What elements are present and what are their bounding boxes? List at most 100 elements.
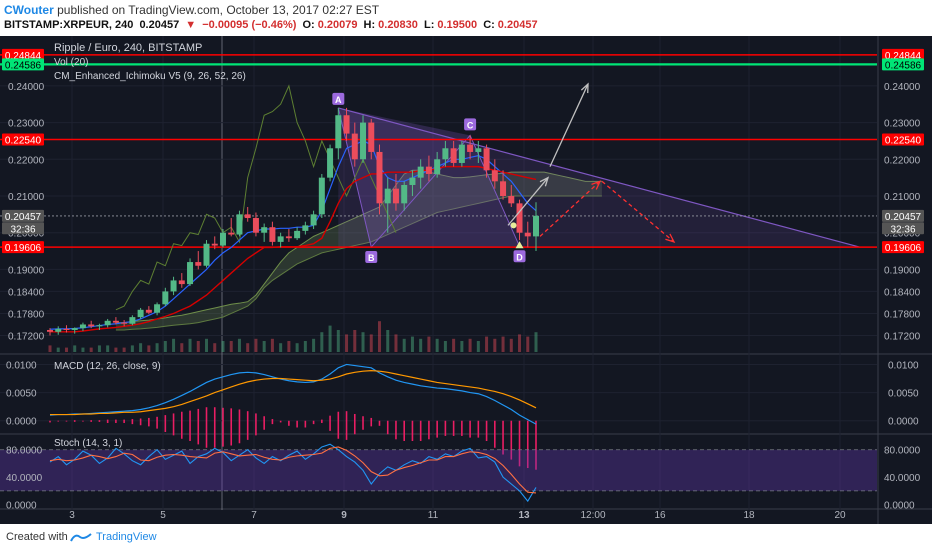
- macd-histogram-bar: [494, 420, 496, 448]
- left-price-label-box: [2, 222, 44, 235]
- candle: [137, 307, 144, 319]
- created-with-text: Created with: [6, 531, 68, 543]
- macd-histogram-bar: [222, 407, 224, 447]
- left-y-tick-label: 0.24000: [8, 82, 45, 93]
- candle-body: [310, 214, 317, 226]
- close-label: C:: [483, 19, 495, 31]
- macd-histogram-bar: [411, 420, 414, 442]
- candle: [71, 327, 78, 334]
- volume-bar: [64, 347, 68, 352]
- candle-body: [467, 144, 474, 152]
- chart-svg[interactable]: A B C D 0.24000 0.24000 0.23000 0.23000 0.22000…: [0, 36, 932, 524]
- volume-bar: [526, 336, 530, 352]
- macd-histogram-bar: [180, 411, 183, 439]
- stoch-left-tick: 40.0000: [6, 473, 43, 484]
- x-tick-label: 20: [834, 510, 846, 521]
- right-price-label: 0.24844: [885, 51, 922, 62]
- stoch-left-tick: 80.0000: [6, 446, 43, 457]
- candle: [244, 207, 251, 222]
- candle: [467, 135, 474, 160]
- macd-histogram-bar: [246, 411, 249, 440]
- left-price-label: 0.22540: [5, 135, 42, 146]
- candle-body: [425, 166, 432, 174]
- candle-body: [516, 203, 523, 233]
- left-price-label: 0.20457: [5, 212, 42, 223]
- candle: [302, 221, 309, 235]
- volume-bar: [419, 338, 423, 352]
- volume-bar: [188, 338, 192, 352]
- candle-body: [508, 196, 515, 204]
- down-arrow-icon: ▼: [185, 19, 197, 31]
- volume-bar: [213, 343, 217, 352]
- stoch-right-tick: 0.0000: [884, 501, 915, 512]
- price-marker: [515, 241, 524, 249]
- volume-bar: [81, 347, 85, 352]
- macd-histogram-bar: [337, 411, 340, 439]
- cloud-span-a: [115, 169, 602, 324]
- volume-bar: [254, 338, 258, 352]
- macd-histogram-bar: [123, 419, 125, 423]
- signal-line: [50, 370, 537, 416]
- macd-left-tick: 0.0050: [6, 389, 37, 400]
- macd-histogram-bar: [535, 420, 537, 470]
- macd-histogram-bar: [304, 420, 307, 428]
- macd-histogram-bar: [131, 419, 134, 425]
- projection-arrows: [507, 82, 676, 243]
- volume-bar: [172, 338, 176, 352]
- candle: [162, 287, 169, 307]
- left-price-label: 0.24586: [5, 60, 42, 71]
- left-y-tick-label: 0.19000: [8, 265, 45, 276]
- candle: [129, 315, 136, 326]
- left-price-label-box: [2, 48, 44, 61]
- macd-line: [49, 363, 537, 425]
- macd-left-tick: 0.0000: [6, 417, 37, 428]
- left-price-label-box: [2, 209, 44, 222]
- volume-bar: [336, 330, 340, 352]
- candle-body: [88, 324, 95, 327]
- left-price-label: 0.24844: [5, 51, 42, 62]
- candle: [178, 273, 185, 288]
- author-link[interactable]: CWouter: [4, 3, 54, 17]
- bearish-arrow-down-head: [665, 233, 676, 243]
- macd-histogram-bar: [197, 408, 200, 445]
- candle: [236, 210, 243, 237]
- macd-histogram-bar: [510, 420, 513, 460]
- candle: [335, 107, 342, 160]
- bearish-arrow-down: [601, 180, 675, 243]
- macd-right-tick: 0.0050: [888, 389, 919, 400]
- right-price-label: 0.24586: [885, 60, 922, 71]
- macd-left-tick: 0.0100: [6, 360, 37, 371]
- candle-body: [533, 215, 539, 237]
- right-price-label: 32:36: [890, 224, 915, 235]
- candle: [516, 199, 523, 241]
- candle-body: [524, 232, 531, 237]
- volume-bar: [279, 343, 283, 352]
- macd-histogram-bar: [205, 407, 208, 448]
- bullish-arrow-long: [549, 83, 589, 167]
- candle: [458, 140, 465, 167]
- candle-body: [71, 328, 78, 330]
- candle-body: [104, 320, 111, 326]
- candle: [343, 107, 350, 141]
- volume-indicator-label: Vol (20): [54, 57, 88, 68]
- right-y-tick-label: 0.24000: [884, 82, 921, 93]
- candle-body: [261, 227, 268, 233]
- chart-canvas[interactable]: A B C D 0.24000 0.24000 0.23000 0.23000 0.22000…: [0, 36, 932, 524]
- open-label: O:: [302, 19, 315, 31]
- candle-body: [187, 262, 194, 285]
- candle: [483, 144, 490, 178]
- volume-bar: [518, 334, 522, 352]
- pattern-labels: A B C D: [332, 92, 526, 264]
- tradingview-link[interactable]: TradingView: [96, 531, 157, 543]
- volume-bar: [262, 341, 266, 352]
- volume-bar: [163, 341, 167, 352]
- candle: [368, 118, 375, 160]
- volume-bar: [295, 343, 299, 352]
- candle: [195, 251, 202, 270]
- candle: [170, 276, 177, 296]
- symbol-label[interactable]: BITSTAMP:XRPEUR, 240: [4, 19, 134, 31]
- volume-bar: [460, 341, 464, 352]
- volume-bar: [122, 347, 126, 352]
- candle: [145, 306, 152, 315]
- candle: [252, 212, 259, 237]
